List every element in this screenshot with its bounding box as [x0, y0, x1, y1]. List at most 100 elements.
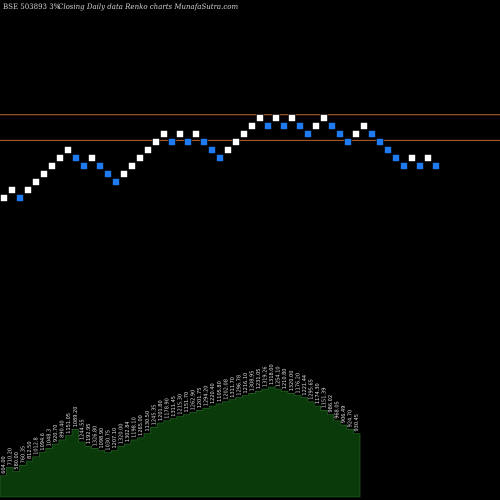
volume-label: 1151.70: [184, 392, 190, 413]
volume-label: 1151.05: [66, 413, 72, 434]
renko-brick-up: [152, 138, 160, 146]
volume-label: 604.00: [1, 456, 7, 474]
renko-brick-down: [344, 138, 352, 146]
volume-label: 1320.00: [289, 371, 295, 392]
renko-brick-down: [384, 146, 392, 154]
renko-brick-down: [280, 122, 288, 130]
renko-brick-up: [144, 146, 152, 154]
renko-brick-up: [360, 122, 368, 130]
chart-source-label: Closing Daily data Renko charts MunafaSu…: [58, 3, 239, 11]
renko-brick-up: [0, 194, 8, 202]
volume-label: 1174.30: [315, 383, 321, 404]
volume-layer: [0, 386, 361, 498]
volume-label: 1048.3: [47, 429, 53, 447]
renko-brick-up: [272, 114, 280, 122]
renko-brick-up: [128, 162, 136, 170]
volume-label: 1262.90: [191, 390, 197, 411]
renko-brick-down: [104, 170, 112, 178]
volume-label: 1089.20: [73, 407, 79, 428]
volume-label: 1244.55: [79, 419, 85, 440]
bricks-layer: [0, 114, 440, 202]
volume-label: 1326.80: [92, 426, 98, 447]
volume-label: 1231.05: [256, 369, 262, 390]
volume-label: 1215.30: [178, 394, 184, 415]
renko-brick-down: [296, 122, 304, 130]
volume-label: 986.02: [328, 395, 334, 413]
volume-label: 1151.39: [322, 388, 328, 409]
volume-label: 1210.80: [282, 369, 288, 390]
renko-brick-down: [80, 162, 88, 170]
volume-label: 1318.00: [269, 364, 275, 385]
renko-brick-down: [400, 162, 408, 170]
volume-labels: 604.00 710.20 580.00 760.35 812.50 1012.8 1094…: [1, 364, 360, 473]
volume-label: 1178.90: [164, 398, 170, 419]
volume-label: 924.70: [348, 410, 354, 428]
volume-label: 1308.95: [250, 371, 256, 392]
renko-brick-up: [224, 146, 232, 154]
renko-brick-down: [432, 162, 440, 170]
renko-brick-down: [208, 146, 216, 154]
volume-label: 1207.10: [112, 428, 118, 449]
volume-label: 920.70: [53, 425, 59, 443]
renko-brick-up: [136, 154, 144, 162]
renko-brick-down: [72, 154, 80, 162]
volume-label: 760.35: [20, 446, 26, 464]
volume-label: 1319.26: [263, 366, 269, 387]
renko-brick-down: [328, 122, 336, 130]
volume-label: 1302.84: [125, 421, 131, 442]
renko-brick-down: [200, 138, 208, 146]
volume-area: [0, 386, 361, 498]
volume-label: 1294.20: [204, 386, 210, 407]
volume-label: 1295.65: [308, 379, 314, 400]
renko-brick-up: [40, 170, 48, 178]
renko-brick-down: [336, 130, 344, 138]
renko-brick-up: [288, 114, 296, 122]
volume-label: 890.40: [60, 420, 66, 438]
renko-brick-up: [240, 130, 248, 138]
volume-label: 1320.00: [119, 424, 125, 445]
renko-brick-down: [96, 162, 104, 170]
chart-symbol-label: BSE 503893 3%: [3, 3, 61, 11]
volume-label: 1311.45: [171, 396, 177, 417]
volume-label: 1265.00: [138, 415, 144, 436]
volume-label: 580.00: [14, 452, 20, 470]
volume-label: 1201.80: [158, 400, 164, 421]
volume-label: 1221.44: [302, 375, 308, 396]
volume-label: 1216.10: [243, 373, 249, 394]
renko-brick-up: [232, 138, 240, 146]
volume-label: 812.50: [27, 442, 33, 460]
volume-label: 1311.70: [230, 377, 236, 398]
volume-label: 1098.90: [99, 428, 105, 449]
volume-label: 1201.75: [197, 388, 203, 409]
renko-brick-up: [192, 130, 200, 138]
renko-brick-up: [24, 186, 32, 194]
renko-brick-down: [304, 130, 312, 138]
renko-brick-up: [424, 154, 432, 162]
renko-brick-up: [256, 114, 264, 122]
renko-brick-down: [376, 138, 384, 146]
renko-brick-up: [160, 130, 168, 138]
volume-label: 1192.95: [86, 424, 92, 445]
volume-label: 1245.35: [151, 405, 157, 426]
volume-label: 1198.10: [132, 417, 138, 438]
renko-brick-down: [416, 162, 424, 170]
renko-brick-up: [8, 186, 16, 194]
renko-brick-up: [88, 154, 96, 162]
renko-brick-up: [176, 130, 184, 138]
renko-brick-up: [320, 114, 328, 122]
renko-brick-down: [392, 154, 400, 162]
renko-brick-down: [168, 138, 176, 146]
volume-label: 1105.80: [217, 381, 223, 402]
renko-brick-up: [408, 154, 416, 162]
volume-label: 1030.75: [106, 430, 112, 451]
renko-brick-up: [248, 122, 256, 130]
volume-label: 1130.50: [145, 411, 151, 432]
renko-brick-up: [32, 178, 40, 186]
renko-brick-down: [368, 130, 376, 138]
volume-label: 1012.8: [34, 437, 40, 455]
renko-brick-down: [184, 138, 192, 146]
renko-brick-up: [64, 146, 72, 154]
renko-brick-up: [48, 162, 56, 170]
volume-label: 710.20: [7, 448, 13, 466]
